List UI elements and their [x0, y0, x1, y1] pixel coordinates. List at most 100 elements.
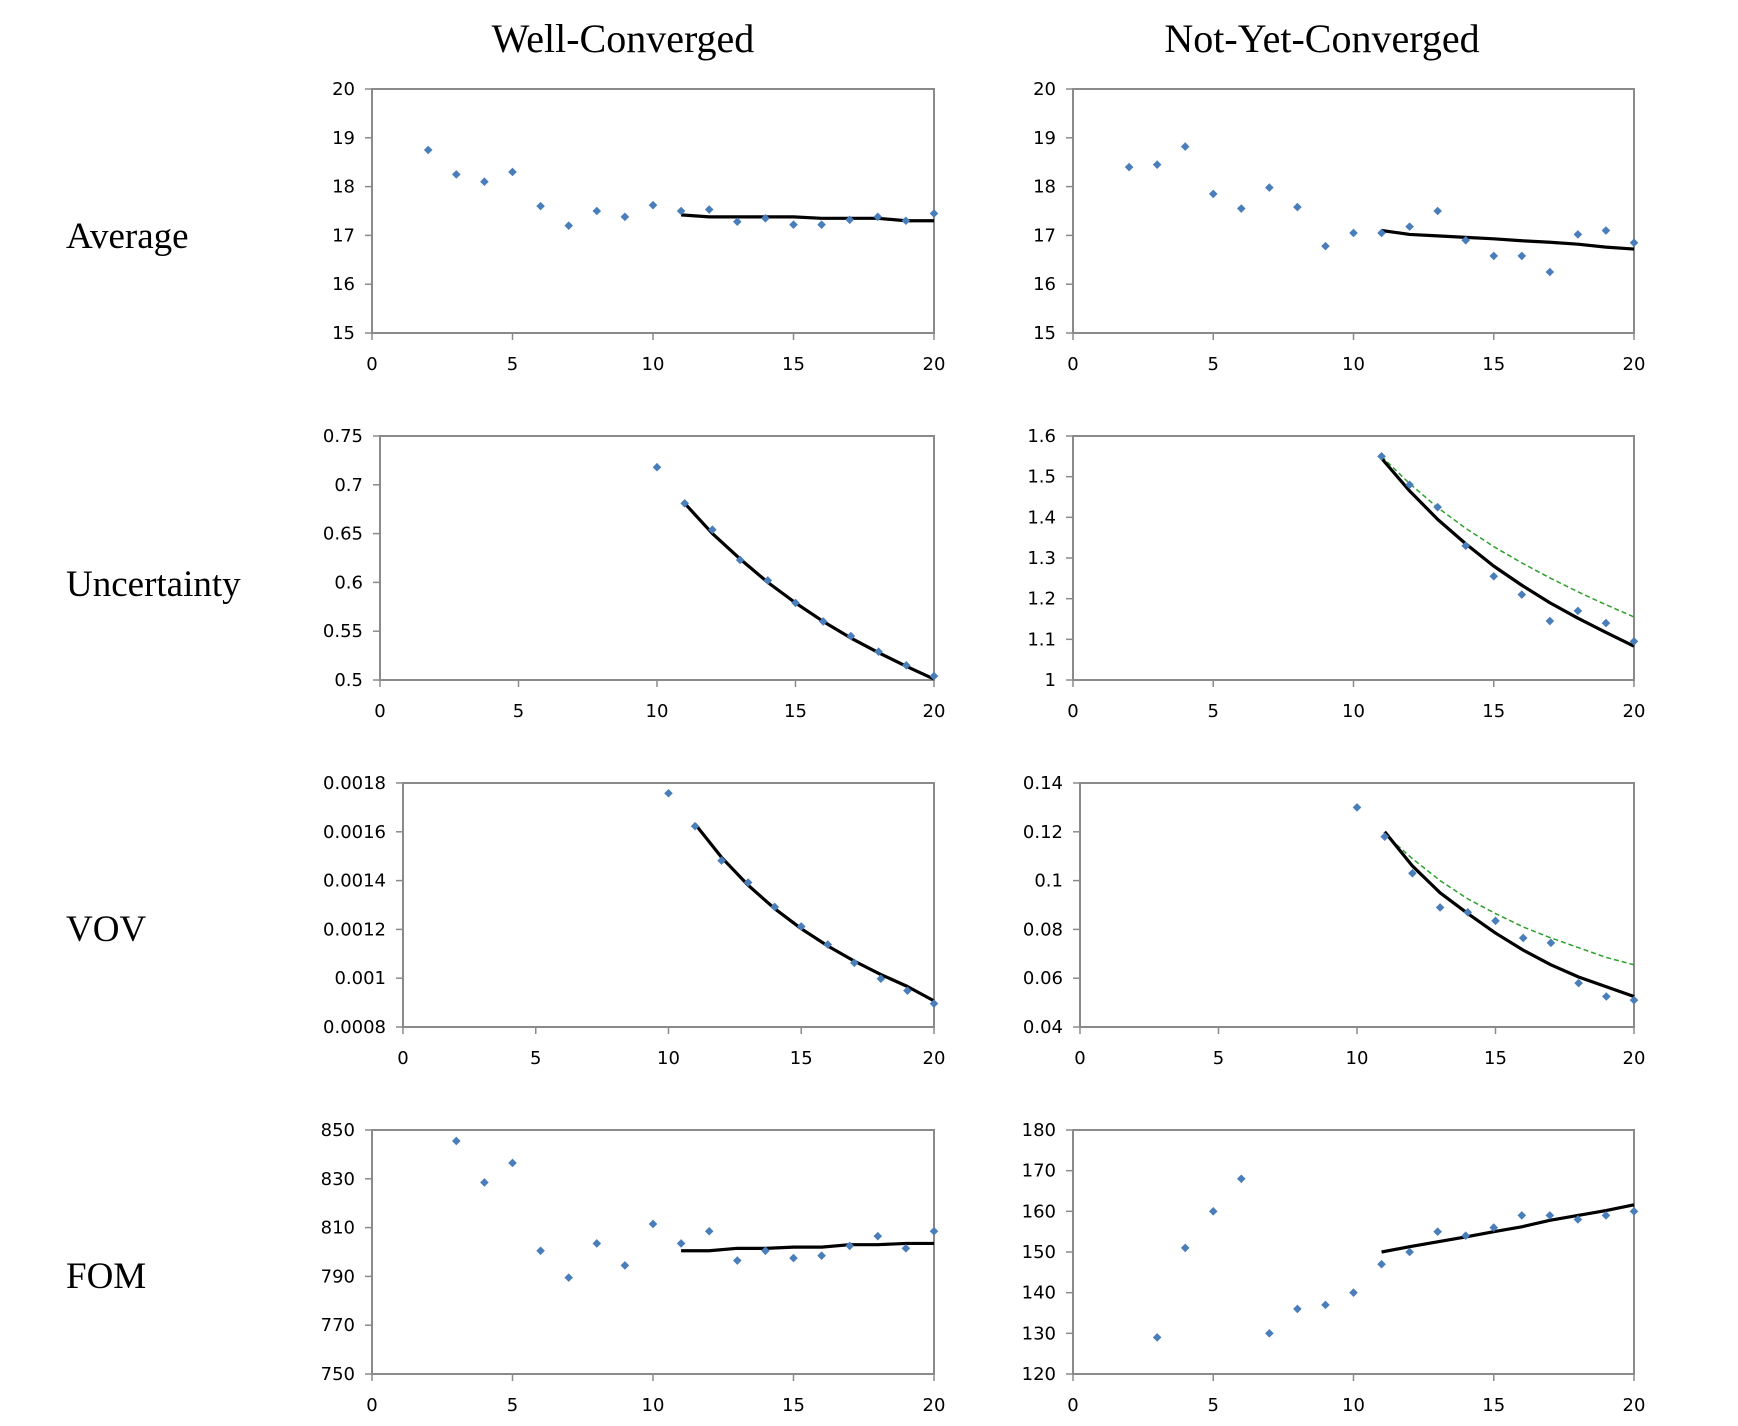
x-tick-label: 5: [1208, 701, 1219, 722]
y-tick-label: 0.08: [1023, 919, 1063, 940]
row-label-average: Average: [66, 216, 189, 257]
x-tick-label: 20: [923, 1395, 946, 1416]
data-point: [845, 215, 854, 225]
data-point: [1518, 933, 1528, 943]
data-point: [1152, 160, 1162, 169]
data-point: [1574, 978, 1583, 988]
data-point: [1435, 903, 1445, 912]
y-tick-label: 17: [332, 225, 355, 246]
data-point: [1461, 235, 1470, 245]
data-point: [1321, 241, 1330, 251]
x-tick-label: 5: [507, 354, 518, 375]
chart-panel-fom-not: 0 5 10 15 20 120 130 140 150 160 170 180: [1022, 1120, 1646, 1416]
data-point: [903, 986, 912, 995]
data-point: [1573, 606, 1583, 616]
fit-curve: [681, 1241, 934, 1253]
y-tick-label: 0.0016: [323, 822, 386, 843]
y-tick-label: 750: [321, 1364, 355, 1385]
x-tick-label: 5: [530, 1048, 541, 1069]
data-point: [704, 205, 714, 214]
x-tick-label: 0: [1067, 1395, 1078, 1416]
data-point: [564, 221, 573, 230]
x-tick-label: 15: [1482, 1395, 1505, 1416]
y-tick-label: 0.55: [323, 621, 363, 642]
y-tick-label: 120: [1022, 1364, 1056, 1385]
data-point: [929, 671, 939, 681]
x-tick-label: 15: [1484, 1048, 1507, 1069]
y-tick-label: 0.1: [1034, 871, 1063, 892]
x-tick-label: 20: [1623, 1048, 1646, 1069]
data-point: [1601, 226, 1611, 235]
y-tick-label: 1.4: [1027, 507, 1056, 528]
y-tick-label: 790: [321, 1266, 355, 1287]
fit-curve: [680, 213, 934, 223]
data-point: [1545, 267, 1555, 277]
data-point: [796, 922, 806, 931]
x-tick-label: 15: [1482, 701, 1505, 722]
plot-area: [402, 782, 935, 1028]
x-tick-label: 20: [1623, 701, 1646, 722]
y-tick-label: 1: [1045, 670, 1056, 691]
data-point: [1489, 1223, 1499, 1232]
reference-curve: [1384, 833, 1635, 966]
x-tick-label: 10: [646, 701, 669, 722]
y-tick-label: 16: [1033, 274, 1056, 295]
data-point: [1321, 1300, 1330, 1310]
data-point: [508, 1158, 517, 1168]
y-tick-label: 1.2: [1027, 589, 1056, 610]
data-point: [1433, 206, 1442, 216]
chart-panel-unc-not: 0 5 10 15 20 1 1.1 1.2 1.3 1.4 1.5 1.6: [1027, 426, 1645, 722]
x-tick-label: 15: [1482, 354, 1505, 375]
data-point: [845, 1241, 854, 1251]
data-point: [1377, 1259, 1386, 1269]
data-point: [620, 1261, 630, 1270]
data-point: [1601, 1211, 1611, 1220]
data-point: [1377, 228, 1386, 238]
data-point: [1352, 803, 1362, 812]
row-label-vov: VOV: [66, 909, 146, 950]
x-tick-label: 5: [513, 701, 524, 722]
data-point: [1517, 1211, 1527, 1220]
data-point: [1237, 1174, 1246, 1184]
x-tick-label: 0: [366, 1395, 377, 1416]
y-tick-label: 140: [1022, 1283, 1056, 1304]
data-point: [1629, 1207, 1639, 1216]
fit-curve: [1381, 1203, 1635, 1254]
data-point: [735, 555, 745, 565]
y-tick-label: 1.1: [1027, 629, 1056, 650]
plot-area: [371, 1129, 935, 1375]
x-tick-label: 20: [923, 701, 946, 722]
data-point: [1602, 992, 1611, 1001]
y-tick-label: 0.0012: [323, 919, 386, 940]
y-tick-label: 0.12: [1023, 822, 1063, 843]
data-point: [648, 200, 658, 210]
data-point: [873, 212, 883, 222]
data-point: [817, 1251, 826, 1260]
chart-panel-avg-not: 0 5 10 15 20 15 16 17 18 19 20: [1033, 79, 1645, 375]
data-point: [1489, 251, 1499, 261]
plot-area: [379, 435, 935, 681]
data-point: [1180, 1243, 1190, 1253]
x-tick-label: 5: [1208, 354, 1219, 375]
plot-area: [1079, 782, 1635, 1028]
data-point: [1463, 908, 1473, 917]
y-tick-label: 0.0014: [323, 871, 386, 892]
data-point: [850, 958, 859, 968]
column-title-right: Not-Yet-Converged: [1164, 16, 1479, 61]
data-point: [676, 206, 686, 216]
data-point: [763, 576, 773, 585]
data-point: [929, 999, 939, 1008]
data-point: [929, 1226, 939, 1236]
data-point: [874, 647, 883, 656]
y-tick-label: 150: [1022, 1242, 1056, 1263]
y-tick-label: 0.04: [1023, 1017, 1063, 1038]
y-tick-label: 17: [1033, 225, 1056, 246]
data-point: [1629, 637, 1639, 646]
data-point: [733, 1256, 742, 1265]
data-point: [1408, 868, 1417, 878]
chart-panel-avg-well: 0 5 10 15 20 15 16 17 18 19 20: [332, 79, 945, 375]
plot-area: [371, 88, 935, 334]
data-point: [1433, 502, 1442, 512]
fit-curve: [1381, 228, 1635, 251]
